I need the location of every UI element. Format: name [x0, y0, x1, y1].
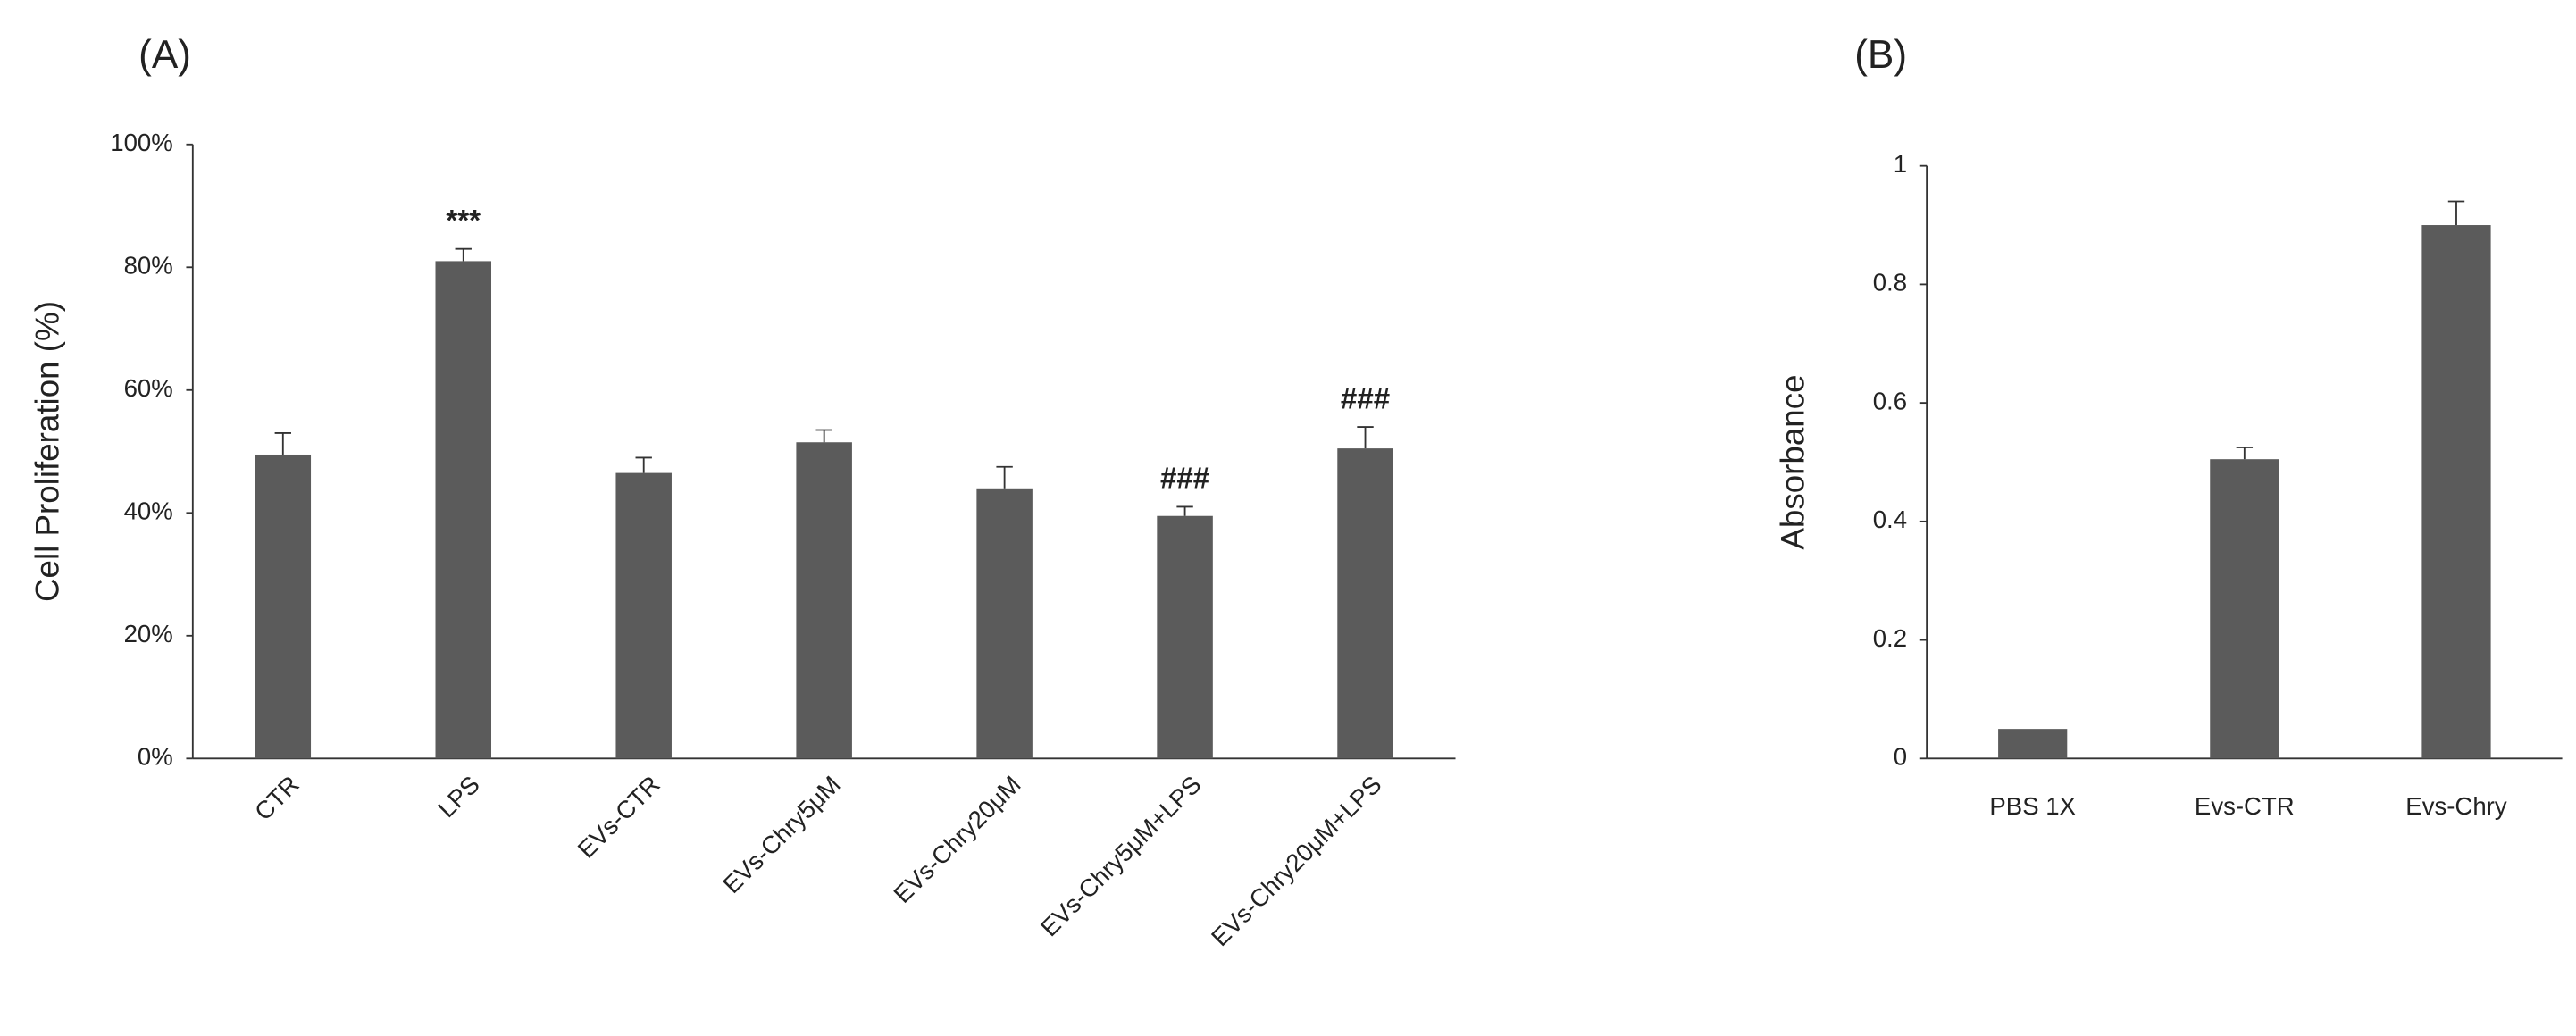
y-tick-label: 60%	[124, 374, 173, 402]
y-tick-label: 0.2	[1873, 624, 1907, 652]
bar	[1998, 729, 2068, 759]
y-tick-label: 80%	[124, 252, 173, 280]
panel-label: (B)	[1854, 33, 1907, 77]
bar	[976, 488, 1033, 759]
y-tick-label: 0%	[138, 743, 173, 771]
x-tick-label: EVs-Chry5μM	[717, 771, 846, 899]
error-bar	[996, 465, 1013, 489]
error-bar	[1176, 505, 1193, 516]
y-tick-label: 0	[1894, 743, 1907, 771]
bar	[796, 442, 852, 759]
x-tick-label: EVs-Chry5μM+LPS	[1035, 771, 1207, 942]
x-tick-label: Evs-CTR	[2195, 792, 2295, 820]
annotation: ###	[1160, 463, 1209, 496]
bar	[1157, 515, 1213, 759]
y-tick-label: 20%	[124, 620, 173, 648]
y-tick-label: 0.8	[1873, 269, 1907, 297]
error-bar	[1357, 426, 1374, 449]
annotation: ***	[446, 205, 481, 238]
error-bar	[2447, 200, 2465, 226]
error-bar	[2236, 446, 2254, 460]
y-tick-label: 0.4	[1873, 505, 1907, 533]
bar	[2421, 225, 2491, 759]
y-tick-label: 40%	[124, 497, 173, 525]
bar	[255, 454, 312, 759]
error-bar	[274, 432, 291, 455]
bar	[615, 472, 672, 759]
x-tick-label: EVs-CTR	[573, 771, 665, 864]
x-tick-label: EVs-Chry20μM+LPS	[1206, 771, 1387, 952]
bar	[435, 261, 492, 759]
panel-label: (A)	[138, 33, 191, 77]
x-tick-label: PBS 1X	[1989, 792, 2076, 820]
annotation: ###	[1341, 382, 1390, 415]
y-axis-title: Absorbance	[1775, 374, 1811, 549]
x-tick-label: EVs-Chry20μM	[888, 771, 1025, 908]
error-bar	[815, 429, 832, 443]
x-tick-label: LPS	[432, 771, 485, 823]
error-bar	[635, 456, 652, 473]
x-tick-label: CTR	[249, 771, 305, 826]
y-tick-label: 1	[1894, 150, 1907, 178]
bar	[1337, 448, 1393, 759]
y-tick-label: 100%	[110, 129, 172, 156]
y-tick-label: 0.6	[1873, 387, 1907, 414]
x-tick-label: Evs-Chry	[2405, 792, 2507, 820]
error-bar	[455, 247, 472, 262]
y-axis-title: Cell Proliferation (%)	[29, 301, 66, 602]
bar	[2210, 459, 2279, 759]
